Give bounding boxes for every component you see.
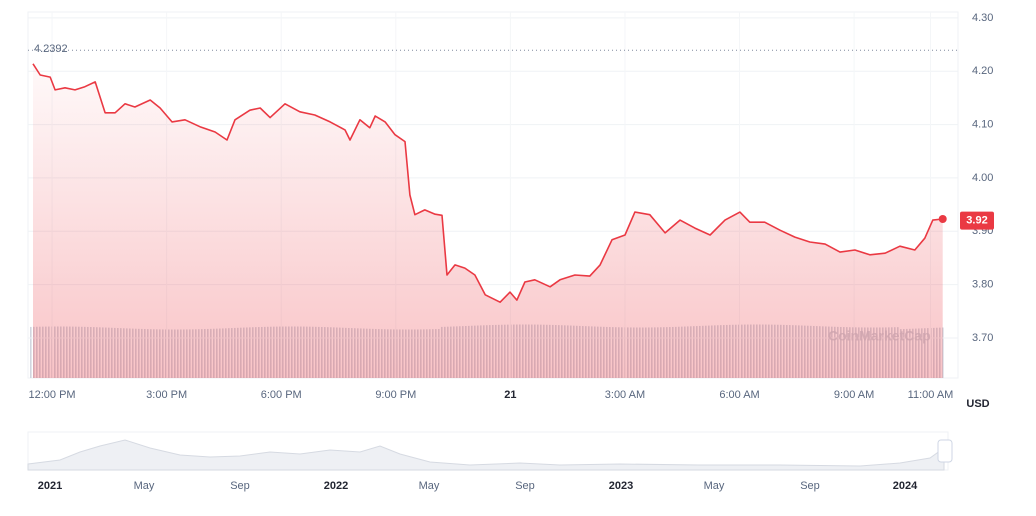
volume-bar [942, 327, 944, 378]
y-tick-label: 3.70 [972, 332, 993, 344]
navigator-label: May [134, 480, 155, 492]
navigator-label: 2021 [38, 480, 62, 492]
y-tick-label: 4.30 [972, 12, 993, 24]
x-tick-label: 21 [504, 389, 516, 401]
volume-bar [30, 326, 32, 378]
price-area [33, 63, 943, 379]
y-tick-label: 4.10 [972, 118, 993, 130]
last-point [938, 215, 947, 224]
y-tick-label: 3.80 [972, 279, 993, 291]
navigator-label: 2023 [609, 480, 633, 492]
y-tick-label: 4.00 [972, 172, 993, 184]
x-tick-label: 6:00 PM [261, 389, 302, 401]
x-tick-label: 12:00 PM [29, 389, 76, 401]
x-tick-label: 11:00 AM [908, 389, 954, 401]
navigator-area [27, 439, 945, 471]
navigator-label: 2022 [324, 480, 348, 492]
x-tick-label: 3:00 PM [146, 389, 187, 401]
price-line [32, 63, 943, 303]
y-tick-label: 4.20 [972, 65, 993, 77]
x-tick-label: 9:00 AM [834, 389, 874, 401]
x-tick-label: 9:00 PM [375, 389, 416, 401]
navigator-label: Sep [800, 480, 820, 492]
navigator-label: Sep [230, 480, 250, 492]
navigator-label: May [419, 480, 440, 492]
navigator-handle[interactable] [937, 439, 953, 463]
reference-label: 4.2392 [34, 43, 68, 55]
navigator-label: 2024 [893, 480, 918, 492]
navigator-label: Sep [515, 480, 535, 492]
navigator-label: May [704, 480, 725, 492]
price-badge [960, 211, 994, 230]
currency-label: USD [966, 398, 989, 410]
x-tick-label: 6:00 AM [719, 389, 759, 401]
price-badge-label: 3.92 [966, 215, 987, 227]
x-tick-label: 3:00 AM [605, 389, 645, 401]
